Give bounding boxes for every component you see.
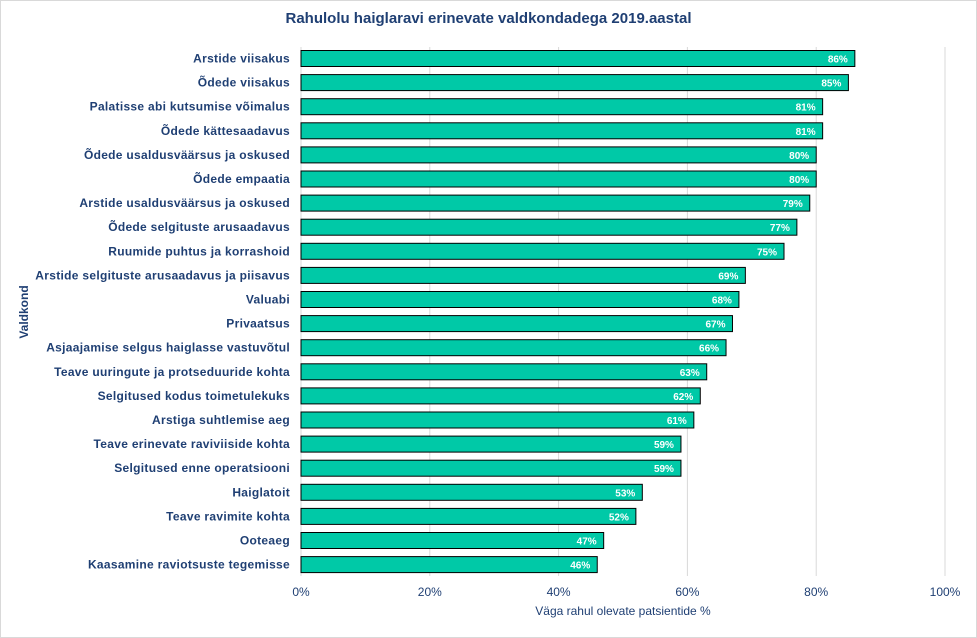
category-label: Valuabi [246, 293, 290, 307]
category-label: Selgitused enne operatsiooni [114, 461, 290, 475]
x-tick-label: 20% [418, 585, 442, 599]
bar-value-label: 67% [705, 320, 725, 331]
category-label: Kaasamine raviotsuste tegemisse [88, 558, 290, 572]
bar-value-label: 68% [712, 296, 732, 307]
bar-value-label: 85% [821, 79, 841, 90]
bar [300, 194, 811, 212]
bar [300, 266, 746, 284]
bar-value-label: 66% [699, 344, 719, 355]
category-label: Teave ravimite kohta [166, 509, 290, 523]
bar [300, 507, 637, 525]
category-label: Ruumide puhtus ja korrashoid [108, 244, 290, 258]
category-label: Õdede selgituste arusaadavus [108, 219, 290, 234]
category-label: Arstide selgituste arusaadavus ja piisav… [35, 268, 290, 282]
bar [300, 363, 708, 381]
bar [300, 459, 682, 477]
bar [300, 170, 817, 188]
category-label: Arstide usaldusväärsus ja oskused [79, 196, 290, 210]
bar [300, 315, 733, 333]
x-axis-title: Väga rahul olevate patsientide % [535, 604, 711, 618]
category-label: Arstide viisakus [193, 52, 290, 66]
x-tick-label: 100% [930, 585, 961, 599]
category-label: Arstiga suhtlemise aeg [152, 413, 290, 427]
category-label: Asjaajamise selgus haiglasse vastuvõtul [46, 341, 290, 355]
x-tick-label: 40% [547, 585, 571, 599]
bars: 86% 85% 81% 81% 80% 80% 79% 77% 75% 69% 68% 67% 66% 6… [300, 50, 856, 574]
bar [300, 483, 643, 501]
bar-value-label: 63% [680, 368, 700, 379]
bar-value-label: 86% [828, 55, 848, 66]
bar-value-label: 80% [789, 151, 809, 162]
x-tick-label: 60% [675, 585, 699, 599]
bar [300, 532, 605, 549]
category-label: Teave uuringute ja protseduuride kohta [54, 365, 290, 379]
bar-value-label: 77% [770, 223, 790, 234]
bar [300, 411, 695, 429]
category-label: Õdede empaatia [193, 171, 290, 186]
category-label: Ooteaeg [240, 534, 290, 548]
x-tick-label: 0% [292, 585, 310, 599]
bar-value-label: 61% [667, 416, 687, 427]
bar [300, 339, 727, 357]
bar [300, 387, 701, 405]
bar [300, 218, 798, 236]
x-tick-label: 80% [804, 585, 828, 599]
bar [300, 435, 682, 453]
bar-value-label: 62% [673, 392, 693, 403]
bar [300, 291, 740, 308]
bar [300, 98, 824, 116]
y-axis-title: Valdkond [17, 285, 31, 338]
category-label: Privaatsus [226, 317, 290, 331]
bar-value-label: 46% [570, 561, 590, 572]
bar-value-label: 59% [654, 440, 674, 451]
bar-value-label: 81% [796, 103, 816, 114]
category-label: Selgitused kodus toimetulekuks [98, 389, 290, 403]
bar-value-label: 79% [783, 199, 803, 210]
category-label: Palatisse abi kutsumise võimalus [90, 100, 290, 114]
category-labels: Arstide viisakus Õdede viisakus Palatisse … [35, 52, 290, 572]
bar-value-label: 75% [757, 247, 777, 258]
bar [300, 242, 785, 260]
category-label: Õdede usaldusväärsus ja oskused [84, 147, 290, 162]
x-tick-labels: 0% 20% 40% 60% 80% 100% [292, 585, 960, 599]
category-label: Teave erinevate raviviiside kohta [94, 437, 290, 451]
bar [300, 556, 598, 574]
bar [300, 74, 849, 92]
bar [300, 146, 817, 164]
bar [300, 50, 856, 67]
chart-title: Rahulolu haiglaravi erinevate valdkondad… [285, 10, 692, 27]
category-label: Õdede kättesaadavus [161, 123, 290, 138]
category-label: Õdede viisakus [198, 75, 290, 90]
bar-value-label: 52% [609, 512, 629, 523]
category-label: Haiglatoit [232, 485, 290, 499]
bar-value-label: 59% [654, 464, 674, 475]
bar-value-label: 80% [789, 175, 809, 186]
bar-value-label: 69% [718, 271, 738, 282]
bar-value-label: 47% [577, 537, 597, 548]
bar [300, 122, 824, 140]
bar-value-label: 53% [615, 488, 635, 499]
bar-value-label: 81% [796, 127, 816, 138]
